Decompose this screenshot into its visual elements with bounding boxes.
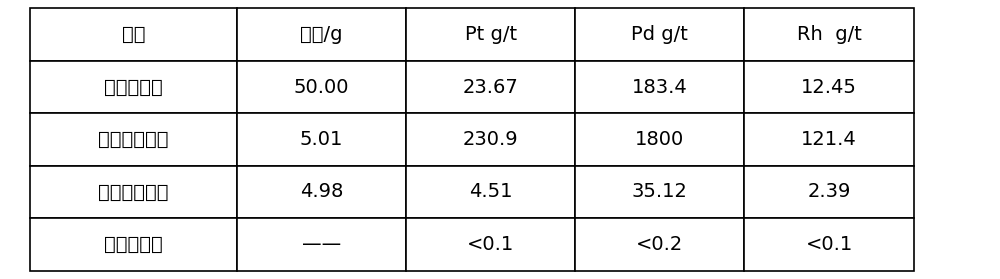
Text: 名称: 名称 [122,25,145,44]
Bar [406,166,575,218]
Text: ——: —— [302,235,341,254]
Bar [237,166,406,218]
Bar [744,8,914,61]
Bar [237,61,406,113]
Text: <0.1: <0.1 [805,235,853,254]
Bar [30,61,237,113]
Bar [575,8,744,61]
Text: 50.00: 50.00 [294,78,349,97]
Bar [575,218,744,271]
Text: Rh  g/t: Rh g/t [797,25,861,44]
Text: 121.4: 121.4 [801,130,857,149]
Text: 12.45: 12.45 [801,78,857,97]
Text: 183.4: 183.4 [632,78,688,97]
Text: 230.9: 230.9 [463,130,518,149]
Text: 二次熔炼贵铋: 二次熔炼贵铋 [98,182,169,201]
Text: 23.67: 23.67 [463,78,518,97]
Bar [575,61,744,113]
Bar [744,113,914,166]
Bar [744,61,914,113]
Text: Pd g/t: Pd g/t [631,25,688,44]
Bar [30,113,237,166]
Bar [406,218,575,271]
Bar [744,218,914,271]
Bar [744,166,914,218]
Text: 重量/g: 重量/g [300,25,343,44]
Text: Pt g/t: Pt g/t [465,25,517,44]
Bar [237,218,406,271]
Bar [30,8,237,61]
Bar [30,166,237,218]
Bar [406,8,575,61]
Text: 二次熔炼渣: 二次熔炼渣 [104,235,163,254]
Text: 2.39: 2.39 [807,182,851,201]
Text: 4.98: 4.98 [300,182,343,201]
Bar [575,166,744,218]
Text: 催化剂样品: 催化剂样品 [104,78,163,97]
Text: 4.51: 4.51 [469,182,512,201]
Bar [237,113,406,166]
Text: 一次熔炼贵铋: 一次熔炼贵铋 [98,130,169,149]
Text: <0.2: <0.2 [636,235,683,254]
Text: 1800: 1800 [635,130,684,149]
Bar [406,61,575,113]
Bar [237,8,406,61]
Bar [30,218,237,271]
Text: 35.12: 35.12 [632,182,688,201]
Bar [406,113,575,166]
Bar [575,113,744,166]
Text: <0.1: <0.1 [467,235,514,254]
Text: 5.01: 5.01 [300,130,343,149]
